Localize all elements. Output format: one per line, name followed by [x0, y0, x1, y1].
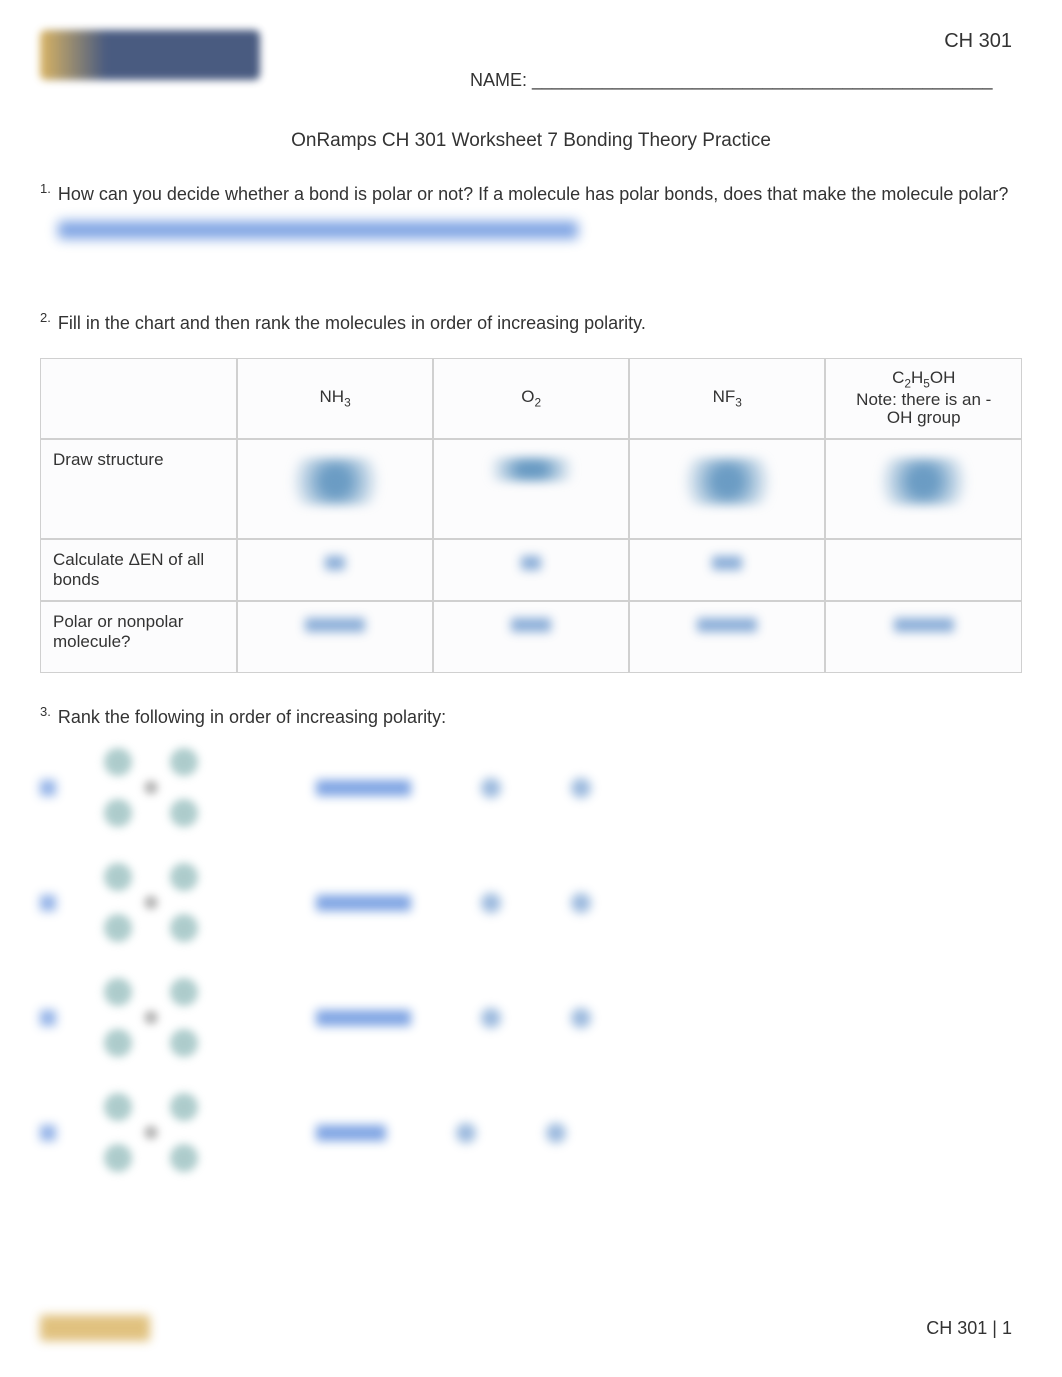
worksheet-title: OnRamps CH 301 Worksheet 7 Bonding Theor… [0, 130, 1062, 152]
cell-struct-nh3 [237, 439, 433, 539]
rank-struct-a [96, 745, 206, 830]
rank-struct-d [96, 1090, 206, 1175]
table-row-delta-en: Calculate ΔEN of all bonds [40, 539, 1022, 601]
rank-label-c [316, 1010, 411, 1026]
rank-label-b [316, 895, 411, 911]
rank-row-c [40, 960, 1022, 1075]
question-2-number: 2. [40, 310, 51, 325]
cell-polar-o2 [433, 601, 629, 673]
footer-logo [40, 1315, 150, 1341]
cell-polar-nh3 [237, 601, 433, 673]
rank-letter-b [40, 895, 56, 911]
rank-letter-a [40, 780, 56, 796]
rank-label-a [316, 780, 411, 796]
question-1-answer-blurred [58, 221, 578, 239]
row-label-structure: Draw structure [40, 439, 237, 539]
cell-polar-nf3 [629, 601, 825, 673]
course-code: CH 301 [944, 30, 1012, 53]
rank-dot-c2 [571, 1008, 591, 1028]
table-header-row: NH3 O2 NF3 C2H5OH Note: there is an - OH… [40, 358, 1022, 439]
cell-struct-c2h5oh [825, 439, 1022, 539]
rank-label-d [316, 1125, 386, 1141]
onramps-logo [40, 30, 260, 80]
rank-dot-b2 [571, 893, 591, 913]
cell-en-nh3 [237, 539, 433, 601]
rank-letter-c [40, 1010, 56, 1026]
table-col-nf3: NF3 [629, 358, 825, 439]
rank-struct-b [96, 860, 206, 945]
row-label-delta-en: Calculate ΔEN of all bonds [40, 539, 237, 601]
rank-dot-c1 [481, 1008, 501, 1028]
rank-letter-d [40, 1125, 56, 1141]
cell-en-c2h5oh [825, 539, 1022, 601]
table-col-o2: O2 [433, 358, 629, 439]
rank-dot-b1 [481, 893, 501, 913]
question-3-number: 3. [40, 704, 51, 719]
cell-en-o2 [433, 539, 629, 601]
question-2-text: Fill in the chart and then rank the mole… [58, 313, 646, 333]
rank-row-b [40, 845, 1022, 960]
rank-row-a [40, 730, 1022, 845]
cell-polar-c2h5oh [825, 601, 1022, 673]
question-3: 3. Rank the following in order of increa… [40, 703, 1022, 730]
page-footer: CH 301 | 1 [40, 1315, 1012, 1341]
question-2: 2. Fill in the chart and then rank the m… [40, 309, 1022, 336]
rank-dot-d2 [546, 1123, 566, 1143]
rank-dot-a2 [571, 778, 591, 798]
table-corner-cell [40, 358, 237, 439]
question-3-text: Rank the following in order of increasin… [58, 707, 446, 727]
table-col-c2h5oh: C2H5OH Note: there is an - OH group [825, 358, 1022, 439]
cell-struct-o2 [433, 439, 629, 539]
cell-en-nf3 [629, 539, 825, 601]
question-1-number: 1. [40, 181, 51, 196]
polarity-table: NH3 O2 NF3 C2H5OH Note: there is an - OH… [40, 358, 1022, 673]
question-1: 1. How can you decide whether a bond is … [40, 180, 1022, 207]
question-1-text: How can you decide whether a bond is pol… [58, 184, 1009, 204]
name-field-label: NAME: __________________________________… [470, 70, 993, 91]
rank-dot-a1 [481, 778, 501, 798]
footer-page-number: CH 301 | 1 [926, 1318, 1012, 1339]
cell-struct-nf3 [629, 439, 825, 539]
table-row-structure: Draw structure [40, 439, 1022, 539]
rank-dot-d1 [456, 1123, 476, 1143]
rank-struct-c [96, 975, 206, 1060]
rank-row-d [40, 1075, 1022, 1190]
row-label-polar: Polar or nonpolar molecule? [40, 601, 237, 673]
table-row-polar: Polar or nonpolar molecule? [40, 601, 1022, 673]
table-col-nh3: NH3 [237, 358, 433, 439]
